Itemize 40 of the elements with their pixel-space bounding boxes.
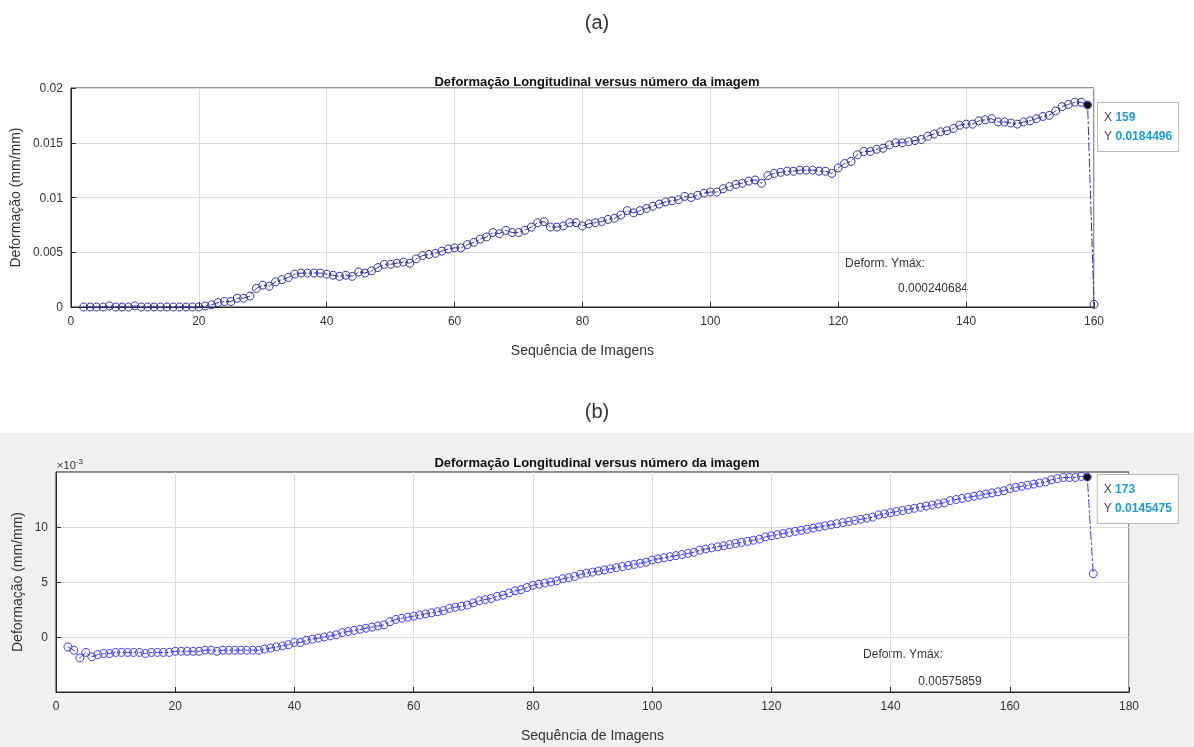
x-tick-label: 100 [642,699,663,713]
chart-title: Deformação Longitudinal versus número da imagem [434,455,760,470]
x-axis-title: Sequência de Imagens [510,342,655,358]
x-tick-label: 120 [761,699,782,713]
x-tick-label: 180 [1118,699,1140,713]
x-tick-label: 160 [999,699,1021,713]
y-tick-label: 0 [56,300,64,314]
x-tick-label: 20 [168,699,183,713]
x-tick-label: 80 [575,314,590,328]
x-tick-label: 140 [956,314,977,328]
text: (b) [584,400,610,422]
annotation: Deform. Ymáx: [845,256,925,270]
y-tick-label: 0.005 [32,245,64,260]
annotation: X 173 Y 0.0145475 [1103,482,1173,516]
annotation: X 159 Y 0.0184496 [1104,110,1173,144]
y-axis-title: Deformação (mm/mm) [8,511,25,653]
x-tick-label: 140 [880,699,901,713]
x-tick-label: 80 [526,699,540,713]
x-tick-label: 60 [406,699,421,713]
y-tick-label: 0.01 [39,190,64,205]
x-tick-label: 40 [287,699,302,713]
x-tick-label: 0 [67,314,75,328]
y-tick-label: 0.02 [39,81,64,95]
x-axis-title: Sequência de Imagens [520,727,665,743]
annotation: 0.000240684 [897,281,969,295]
annotation: 0.00575859 [918,674,983,688]
y-axis-title: Deformação (mm/mm) [7,127,23,268]
x-tick-label: 100 [700,314,721,328]
y-tick-label: 0.015 [32,135,64,150]
x-tick-label: 160 [1083,314,1105,328]
y-tick-label: 5 [41,575,49,589]
y-tick-label: 10 [34,520,49,534]
x-tick-label: 20 [192,314,206,328]
annotation: Deform. Ymáx: [863,647,943,661]
y-tick-label: 0 [41,630,49,644]
x-tick-label: 40 [320,314,334,328]
x-tick-label: 60 [447,314,462,328]
text: (a) [584,11,610,33]
chart-title: Deformação Longitudinal versus número da imagem [434,74,760,89]
x-tick-label: 120 [828,314,849,328]
